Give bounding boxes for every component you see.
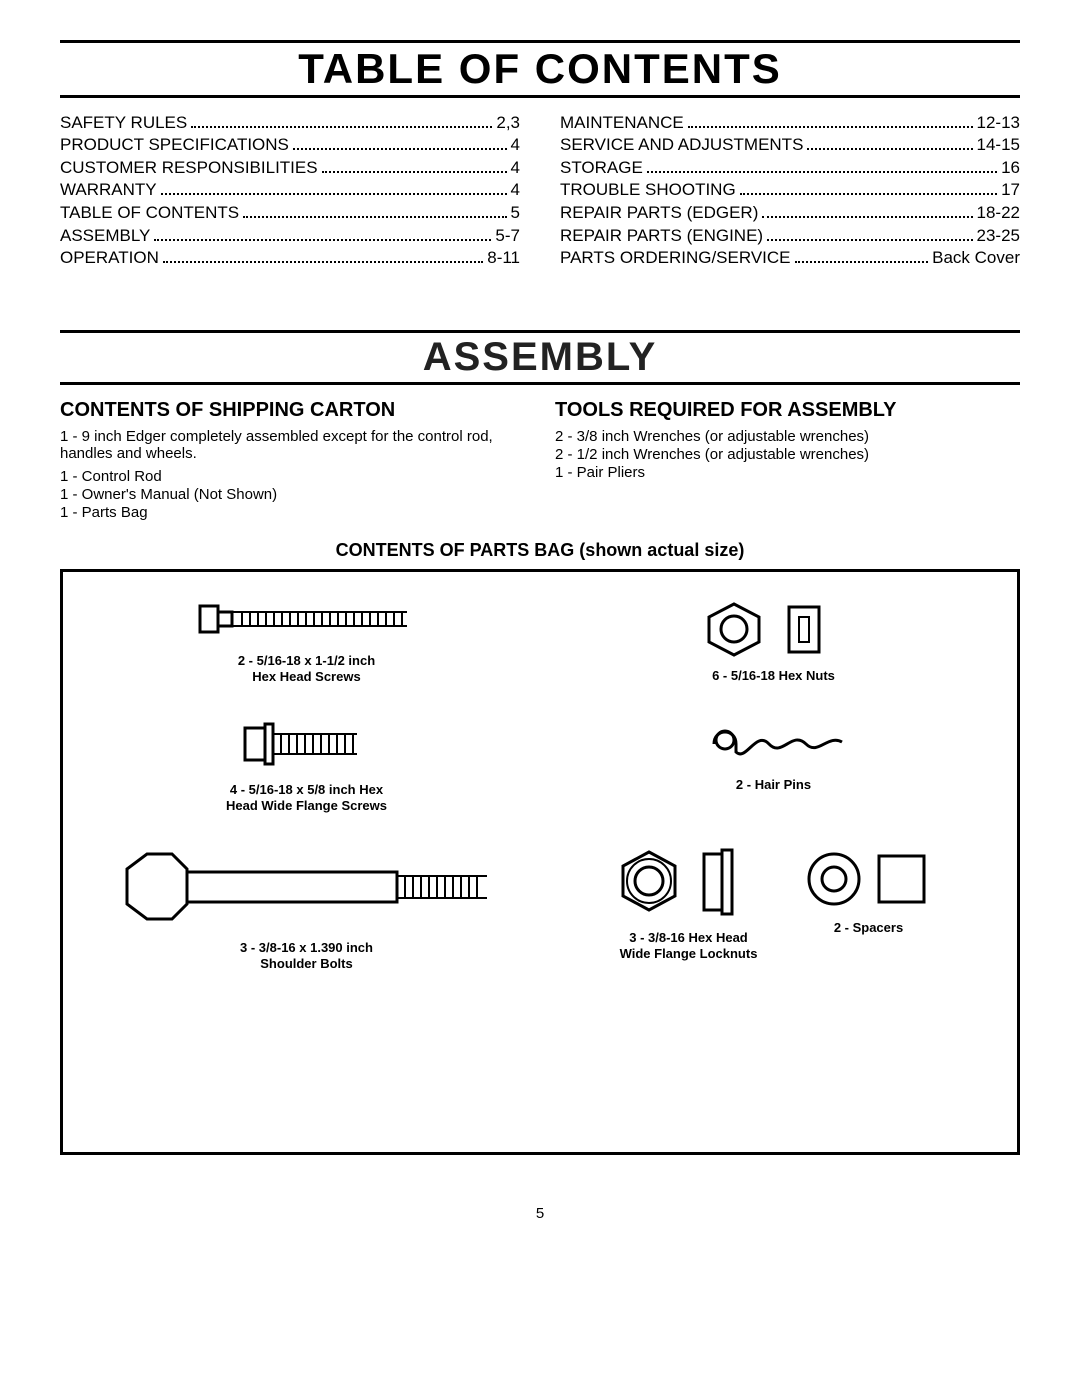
toc-label: TABLE OF CONTENTS	[60, 203, 239, 223]
part-locknut-and-spacers: 3 - 3/8-16 Hex Head Wide Flange Locknuts…	[560, 844, 987, 973]
toc-row: STORAGE 16	[560, 157, 1020, 178]
toc-row: REPAIR PARTS (EDGER) 18-22	[560, 202, 1020, 223]
tools-col: TOOLS REQUIRED FOR ASSEMBLY 2 - 3/8 inch…	[555, 399, 1020, 522]
toc-label: STORAGE	[560, 158, 643, 178]
shipping-item: 1 - Owner's Manual (Not Shown)	[60, 486, 525, 503]
part-hex-nut: 6 - 5/16-18 Hex Nuts	[560, 592, 987, 686]
toc-page: 5	[511, 203, 520, 223]
toc-label: REPAIR PARTS (EDGER)	[560, 203, 758, 223]
toc-page: 12-13	[977, 113, 1020, 133]
part-label: 4 - 5/16-18 x 5/8 inch Hex Head Wide Fla…	[93, 782, 520, 815]
part-label: 2 - Spacers	[799, 920, 939, 936]
flange-screw-icon	[227, 716, 387, 776]
shipping-desc: 1 - 9 inch Edger completely assembled ex…	[60, 428, 525, 462]
toc-row: OPERATION 8-11	[60, 248, 520, 269]
parts-grid: 2 - 5/16-18 x 1-1/2 inch Hex Head Screws…	[93, 592, 987, 973]
part-locknut: 3 - 3/8-16 Hex Head Wide Flange Locknuts	[609, 844, 769, 963]
toc-label: WARRANTY	[60, 180, 157, 200]
toc-row: SAFETY RULES 2,3	[60, 112, 520, 133]
toc-right-col: MAINTENANCE 12-13 SERVICE AND ADJUSTMENTS…	[560, 110, 1020, 270]
page-number: 5	[60, 1205, 1020, 1222]
toc-page: 4	[511, 180, 520, 200]
toc-page: 4	[511, 158, 520, 178]
spacer-icon	[799, 844, 939, 914]
toc-left-col: SAFETY RULES2,3 PRODUCT SPECIFICATIONS4 …	[60, 110, 520, 270]
toc-row: TABLE OF CONTENTS 5	[60, 202, 520, 223]
toc-dots	[293, 135, 507, 151]
toc-dots	[647, 157, 997, 173]
toc-dots	[163, 248, 483, 264]
toc-columns: SAFETY RULES2,3 PRODUCT SPECIFICATIONS4 …	[60, 110, 1020, 270]
toc-page: 2,3	[496, 113, 520, 133]
toc-label: PARTS ORDERING/SERVICE	[560, 248, 791, 268]
toc-row: PRODUCT SPECIFICATIONS 4	[60, 135, 520, 156]
parts-bag-heading: CONTENTS OF PARTS BAG (shown actual size…	[60, 540, 1020, 561]
hair-pin-icon	[694, 716, 854, 771]
part-label: 6 - 5/16-18 Hex Nuts	[560, 668, 987, 684]
toc-label: OPERATION	[60, 248, 159, 268]
parts-bag-box: 2 - 5/16-18 x 1-1/2 inch Hex Head Screws…	[60, 569, 1020, 1155]
toc-label: ASSEMBLY	[60, 226, 150, 246]
assembly-title: ASSEMBLY	[60, 330, 1020, 385]
toc-label: PRODUCT SPECIFICATIONS	[60, 135, 289, 155]
toc-page: Back Cover	[932, 248, 1020, 268]
toc-row: TROUBLE SHOOTING 17	[560, 180, 1020, 201]
shipping-item: 1 - Parts Bag	[60, 504, 525, 521]
toc-label: CUSTOMER RESPONSIBILITIES	[60, 158, 318, 178]
shipping-carton-col: CONTENTS OF SHIPPING CARTON 1 - 9 inch E…	[60, 399, 525, 522]
toc-page: 8-11	[487, 248, 520, 268]
hex-screw-icon	[192, 592, 422, 647]
part-label: 3 - 3/8-16 Hex Head Wide Flange Locknuts	[609, 930, 769, 963]
toc-row: SERVICE AND ADJUSTMENTS 14-15	[560, 135, 1020, 156]
toc-row: ASSEMBLY 5-7	[60, 225, 520, 246]
toc-dots	[767, 225, 972, 241]
shoulder-bolt-icon	[117, 844, 497, 934]
toc-page: 4	[511, 135, 520, 155]
shipping-heading: CONTENTS OF SHIPPING CARTON	[60, 399, 525, 422]
tool-item: 2 - 3/8 inch Wrenches (or adjustable wre…	[555, 428, 1020, 445]
part-label: 3 - 3/8-16 x 1.390 inch Shoulder Bolts	[93, 940, 520, 973]
toc-page: 5-7	[495, 226, 520, 246]
assembly-columns: CONTENTS OF SHIPPING CARTON 1 - 9 inch E…	[60, 399, 1020, 522]
part-wide-flange-screw: 4 - 5/16-18 x 5/8 inch Hex Head Wide Fla…	[93, 716, 520, 815]
part-spacers: 2 - Spacers	[799, 844, 939, 936]
toc-dots	[795, 248, 929, 264]
shipping-item: 1 - Control Rod	[60, 468, 525, 485]
part-hair-pin: 2 - Hair Pins	[560, 716, 987, 815]
toc-dots	[243, 202, 506, 218]
toc-row: REPAIR PARTS (ENGINE) 23-25	[560, 225, 1020, 246]
toc-title: TABLE OF CONTENTS	[60, 40, 1020, 98]
locknut-icon	[609, 844, 769, 924]
toc-row: PARTS ORDERING/SERVICE Back Cover	[560, 248, 1020, 269]
toc-dots	[322, 157, 507, 173]
part-label: 2 - 5/16-18 x 1-1/2 inch Hex Head Screws	[93, 653, 520, 686]
tools-heading: TOOLS REQUIRED FOR ASSEMBLY	[555, 399, 1020, 422]
toc-dots	[762, 202, 972, 218]
part-label: 2 - Hair Pins	[560, 777, 987, 793]
toc-dots	[191, 112, 492, 128]
toc-page: 18-22	[977, 203, 1020, 223]
toc-dots	[161, 180, 507, 196]
toc-page: 23-25	[977, 226, 1020, 246]
toc-dots	[807, 135, 972, 151]
tool-item: 2 - 1/2 inch Wrenches (or adjustable wre…	[555, 446, 1020, 463]
tool-item: 1 - Pair Pliers	[555, 464, 1020, 481]
hex-nut-icon	[689, 592, 859, 662]
part-shoulder-bolt: 3 - 3/8-16 x 1.390 inch Shoulder Bolts	[93, 844, 520, 973]
toc-label: SAFETY RULES	[60, 113, 187, 133]
toc-label: REPAIR PARTS (ENGINE)	[560, 226, 763, 246]
toc-page: 14-15	[977, 135, 1020, 155]
toc-row: CUSTOMER RESPONSIBILITIES 4	[60, 157, 520, 178]
toc-row: WARRANTY 4	[60, 180, 520, 201]
toc-label: SERVICE AND ADJUSTMENTS	[560, 135, 803, 155]
part-hex-head-screw: 2 - 5/16-18 x 1-1/2 inch Hex Head Screws	[93, 592, 520, 686]
toc-page: 16	[1001, 158, 1020, 178]
toc-page: 17	[1001, 180, 1020, 200]
toc-dots	[740, 180, 997, 196]
toc-label: MAINTENANCE	[560, 113, 684, 133]
toc-label: TROUBLE SHOOTING	[560, 180, 736, 200]
toc-dots	[688, 112, 973, 128]
toc-row: MAINTENANCE 12-13	[560, 112, 1020, 133]
toc-dots	[154, 225, 491, 241]
